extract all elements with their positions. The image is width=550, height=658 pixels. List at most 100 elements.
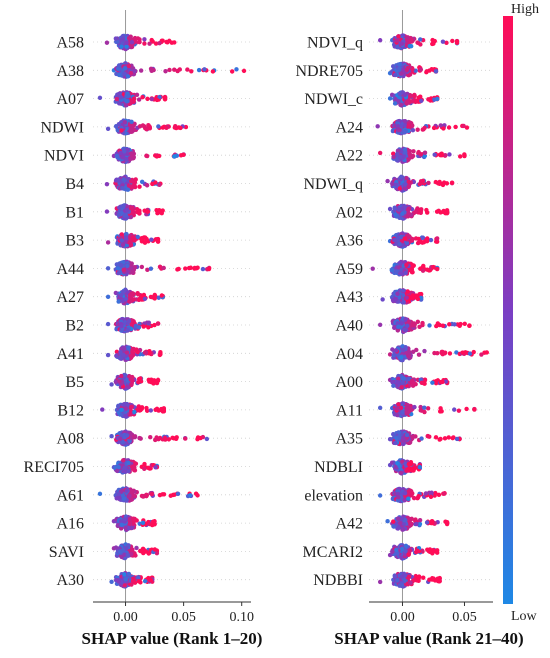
- shap-point: [145, 267, 150, 273]
- shap-point: [126, 318, 132, 324]
- shap-point: [399, 355, 404, 360]
- feature-label: A41: [56, 346, 84, 363]
- shap-point: [404, 262, 409, 268]
- shap-point: [141, 292, 147, 298]
- shap-point: [137, 184, 142, 189]
- shap-point: [440, 39, 446, 44]
- shap-point: [398, 102, 404, 108]
- shap-point: [408, 94, 413, 99]
- shap-point: [430, 380, 435, 385]
- shap-point: [142, 466, 147, 471]
- shap-point: [395, 380, 400, 385]
- shap-point: [188, 265, 193, 270]
- shap-point: [122, 119, 128, 125]
- shap-point: [113, 36, 119, 41]
- shap-point: [152, 296, 157, 301]
- shap-point: [121, 267, 126, 273]
- shap-point: [128, 179, 134, 184]
- shap-point: [148, 434, 153, 440]
- shap-point: [124, 231, 129, 237]
- shap-point: [124, 488, 129, 493]
- feature-label: A08: [56, 431, 84, 448]
- shap-point: [391, 154, 396, 160]
- shap-point: [132, 297, 137, 302]
- shap-point: [100, 407, 105, 412]
- shap-point: [390, 298, 396, 303]
- shap-point: [425, 433, 431, 439]
- shap-point: [399, 41, 405, 47]
- shap-point: [118, 94, 124, 100]
- shap-point: [420, 178, 426, 184]
- shap-point: [406, 319, 411, 325]
- shap-point: [144, 183, 150, 188]
- shap-point: [117, 436, 123, 442]
- shap-point: [130, 578, 136, 584]
- shap-point: [120, 548, 126, 553]
- shap-point: [126, 345, 131, 351]
- shap-point: [210, 69, 216, 74]
- shap-point: [410, 236, 415, 242]
- shap-point: [397, 66, 402, 71]
- shap-point: [397, 241, 402, 247]
- shap-point: [393, 348, 399, 353]
- shap-point: [398, 71, 404, 76]
- shap-point: [425, 210, 430, 215]
- shap-point: [397, 260, 402, 266]
- shap-point: [128, 214, 134, 220]
- shap-point: [409, 267, 414, 272]
- shap-point: [157, 40, 162, 46]
- shap-point: [447, 152, 452, 157]
- shap-point: [406, 157, 411, 162]
- shap-point: [117, 379, 122, 384]
- shap-point: [129, 404, 134, 410]
- shap-point: [402, 92, 407, 98]
- shap-point: [398, 154, 403, 160]
- shap-point: [421, 240, 427, 245]
- shap-point: [122, 517, 127, 522]
- shap-point: [140, 123, 146, 128]
- x-axis-title: SHAP value (Rank 1–20): [82, 629, 263, 648]
- shap-point: [418, 42, 423, 47]
- shap-point: [116, 491, 121, 497]
- shap-point: [168, 493, 173, 498]
- shap-point: [400, 376, 406, 381]
- shap-point: [457, 154, 463, 159]
- shap-point: [433, 380, 439, 386]
- shap-point: [398, 174, 404, 180]
- shap-point: [417, 324, 422, 330]
- shap-point: [419, 380, 424, 386]
- shap-point: [401, 299, 406, 305]
- feature-label: A27: [56, 289, 84, 306]
- shap-point: [117, 355, 122, 361]
- feature-label: NDVI: [44, 148, 84, 165]
- shap-point: [123, 102, 128, 108]
- shap-point: [185, 67, 190, 72]
- shap-point: [140, 95, 145, 100]
- shap-point: [187, 493, 193, 498]
- shap-point: [124, 350, 130, 355]
- shap-point: [399, 385, 404, 390]
- shap-point: [377, 322, 383, 328]
- shap-point: [126, 63, 132, 69]
- feature-label: B4: [65, 176, 84, 193]
- shap-point: [142, 37, 147, 42]
- shap-point: [141, 494, 146, 499]
- shap-point: [121, 177, 126, 182]
- shap-point: [418, 67, 424, 72]
- shap-point: [183, 124, 189, 130]
- shap-point: [396, 324, 401, 330]
- shap-point: [128, 239, 133, 245]
- shap-point: [125, 74, 131, 79]
- shap-point: [241, 68, 247, 74]
- shap-point: [131, 516, 136, 521]
- shap-point: [160, 492, 165, 497]
- shap-point: [97, 491, 103, 497]
- shap-point: [395, 291, 400, 297]
- shap-point: [392, 324, 397, 330]
- shap-point: [410, 380, 416, 385]
- shap-point: [119, 238, 125, 243]
- feature-label: A44: [56, 261, 84, 278]
- shap-point: [410, 295, 415, 301]
- shap-point: [406, 353, 411, 359]
- feature-label: A16: [56, 516, 84, 533]
